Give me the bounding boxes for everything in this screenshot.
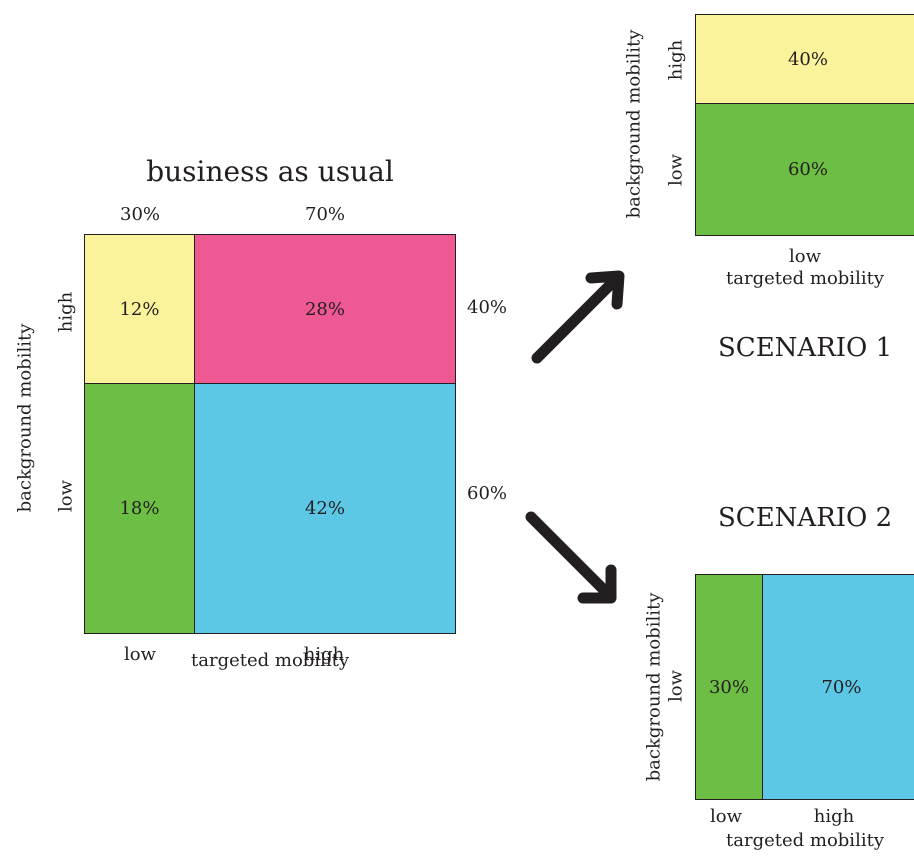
s2-cell-high: 70% [762,574,914,800]
cell-low-high: 42% [194,383,456,634]
s1-y-tick-low: low [665,153,687,187]
cell-high-high: 28% [194,234,456,384]
main-title: business as usual [146,155,394,188]
x-axis-label: targeted mobility [191,650,349,671]
x-tick-high: high [303,644,345,665]
scenario-2-title: SCENARIO 2 [718,503,893,533]
s2-cell-low: 30% [695,574,763,800]
s2-y-tick-low: low [665,669,687,703]
s2-x-axis-label: targeted mobility [726,830,884,851]
col-percent-high: 70% [304,204,346,225]
x-tick-low: low [123,644,157,665]
row-percent-high: 40% [467,297,508,318]
col-percent-low: 30% [119,204,161,225]
scenario-1-title: SCENARIO 1 [718,333,893,363]
s2-x-tick-high: high [813,806,855,827]
s1-x-tick-low: low [788,246,822,267]
row-percent-low: 60% [467,483,508,504]
s1-x-axis-label: targeted mobility [726,268,884,289]
s2-x-tick-low: low [709,806,743,827]
s1-y-axis-label: background mobility [623,29,645,219]
s2-y-axis-label: background mobility [643,592,665,782]
s1-cell-high: 40% [695,14,914,104]
s1-y-tick-high: high [665,39,687,81]
s1-cell-low: 60% [695,103,914,236]
